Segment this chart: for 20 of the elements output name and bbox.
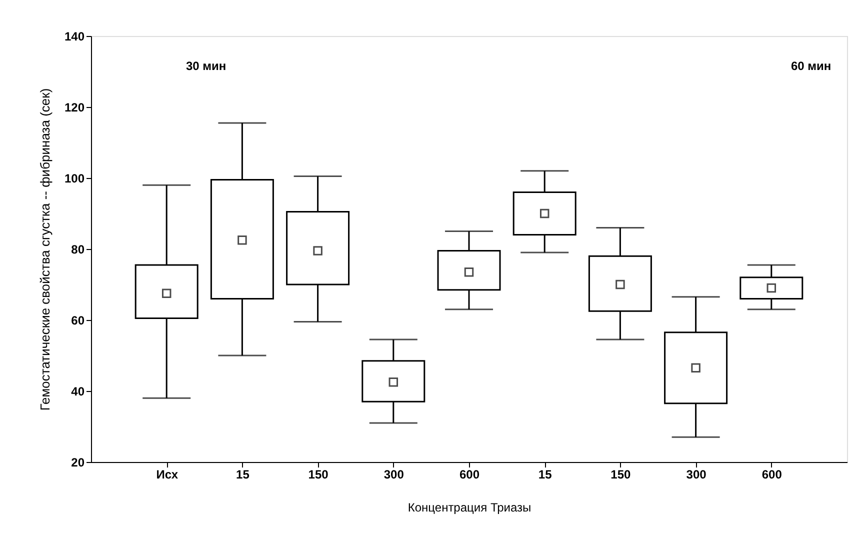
x-tick-label: 150 <box>308 468 329 482</box>
x-tick-label: Исх <box>156 468 178 482</box>
y-tick-label: 80 <box>71 242 85 256</box>
x-tick-label: 300 <box>686 468 707 482</box>
y-axis-title: Гемостатические свойства сгустка -- фибриназа (сек) <box>37 88 52 411</box>
annotation: 30 мин <box>186 59 226 73</box>
y-tick-label: 40 <box>71 384 85 398</box>
y-tick-label: 100 <box>64 172 85 186</box>
x-tick-label: 15 <box>538 468 552 482</box>
x-tick-label: 150 <box>610 468 632 482</box>
annotation: 60 мин <box>791 59 832 73</box>
x-tick-label: 600 <box>762 468 782 482</box>
y-tick-label: 120 <box>64 100 85 114</box>
x-axis-title: Концентрация Триазы <box>408 500 532 514</box>
x-tick-label: 600 <box>459 468 480 482</box>
x-tick-label: 15 <box>236 468 250 482</box>
y-tick-label: 140 <box>64 30 85 44</box>
y-tick-label: 60 <box>71 314 85 328</box>
y-tick-label: 20 <box>71 456 85 470</box>
x-tick-label: 300 <box>384 468 404 482</box>
